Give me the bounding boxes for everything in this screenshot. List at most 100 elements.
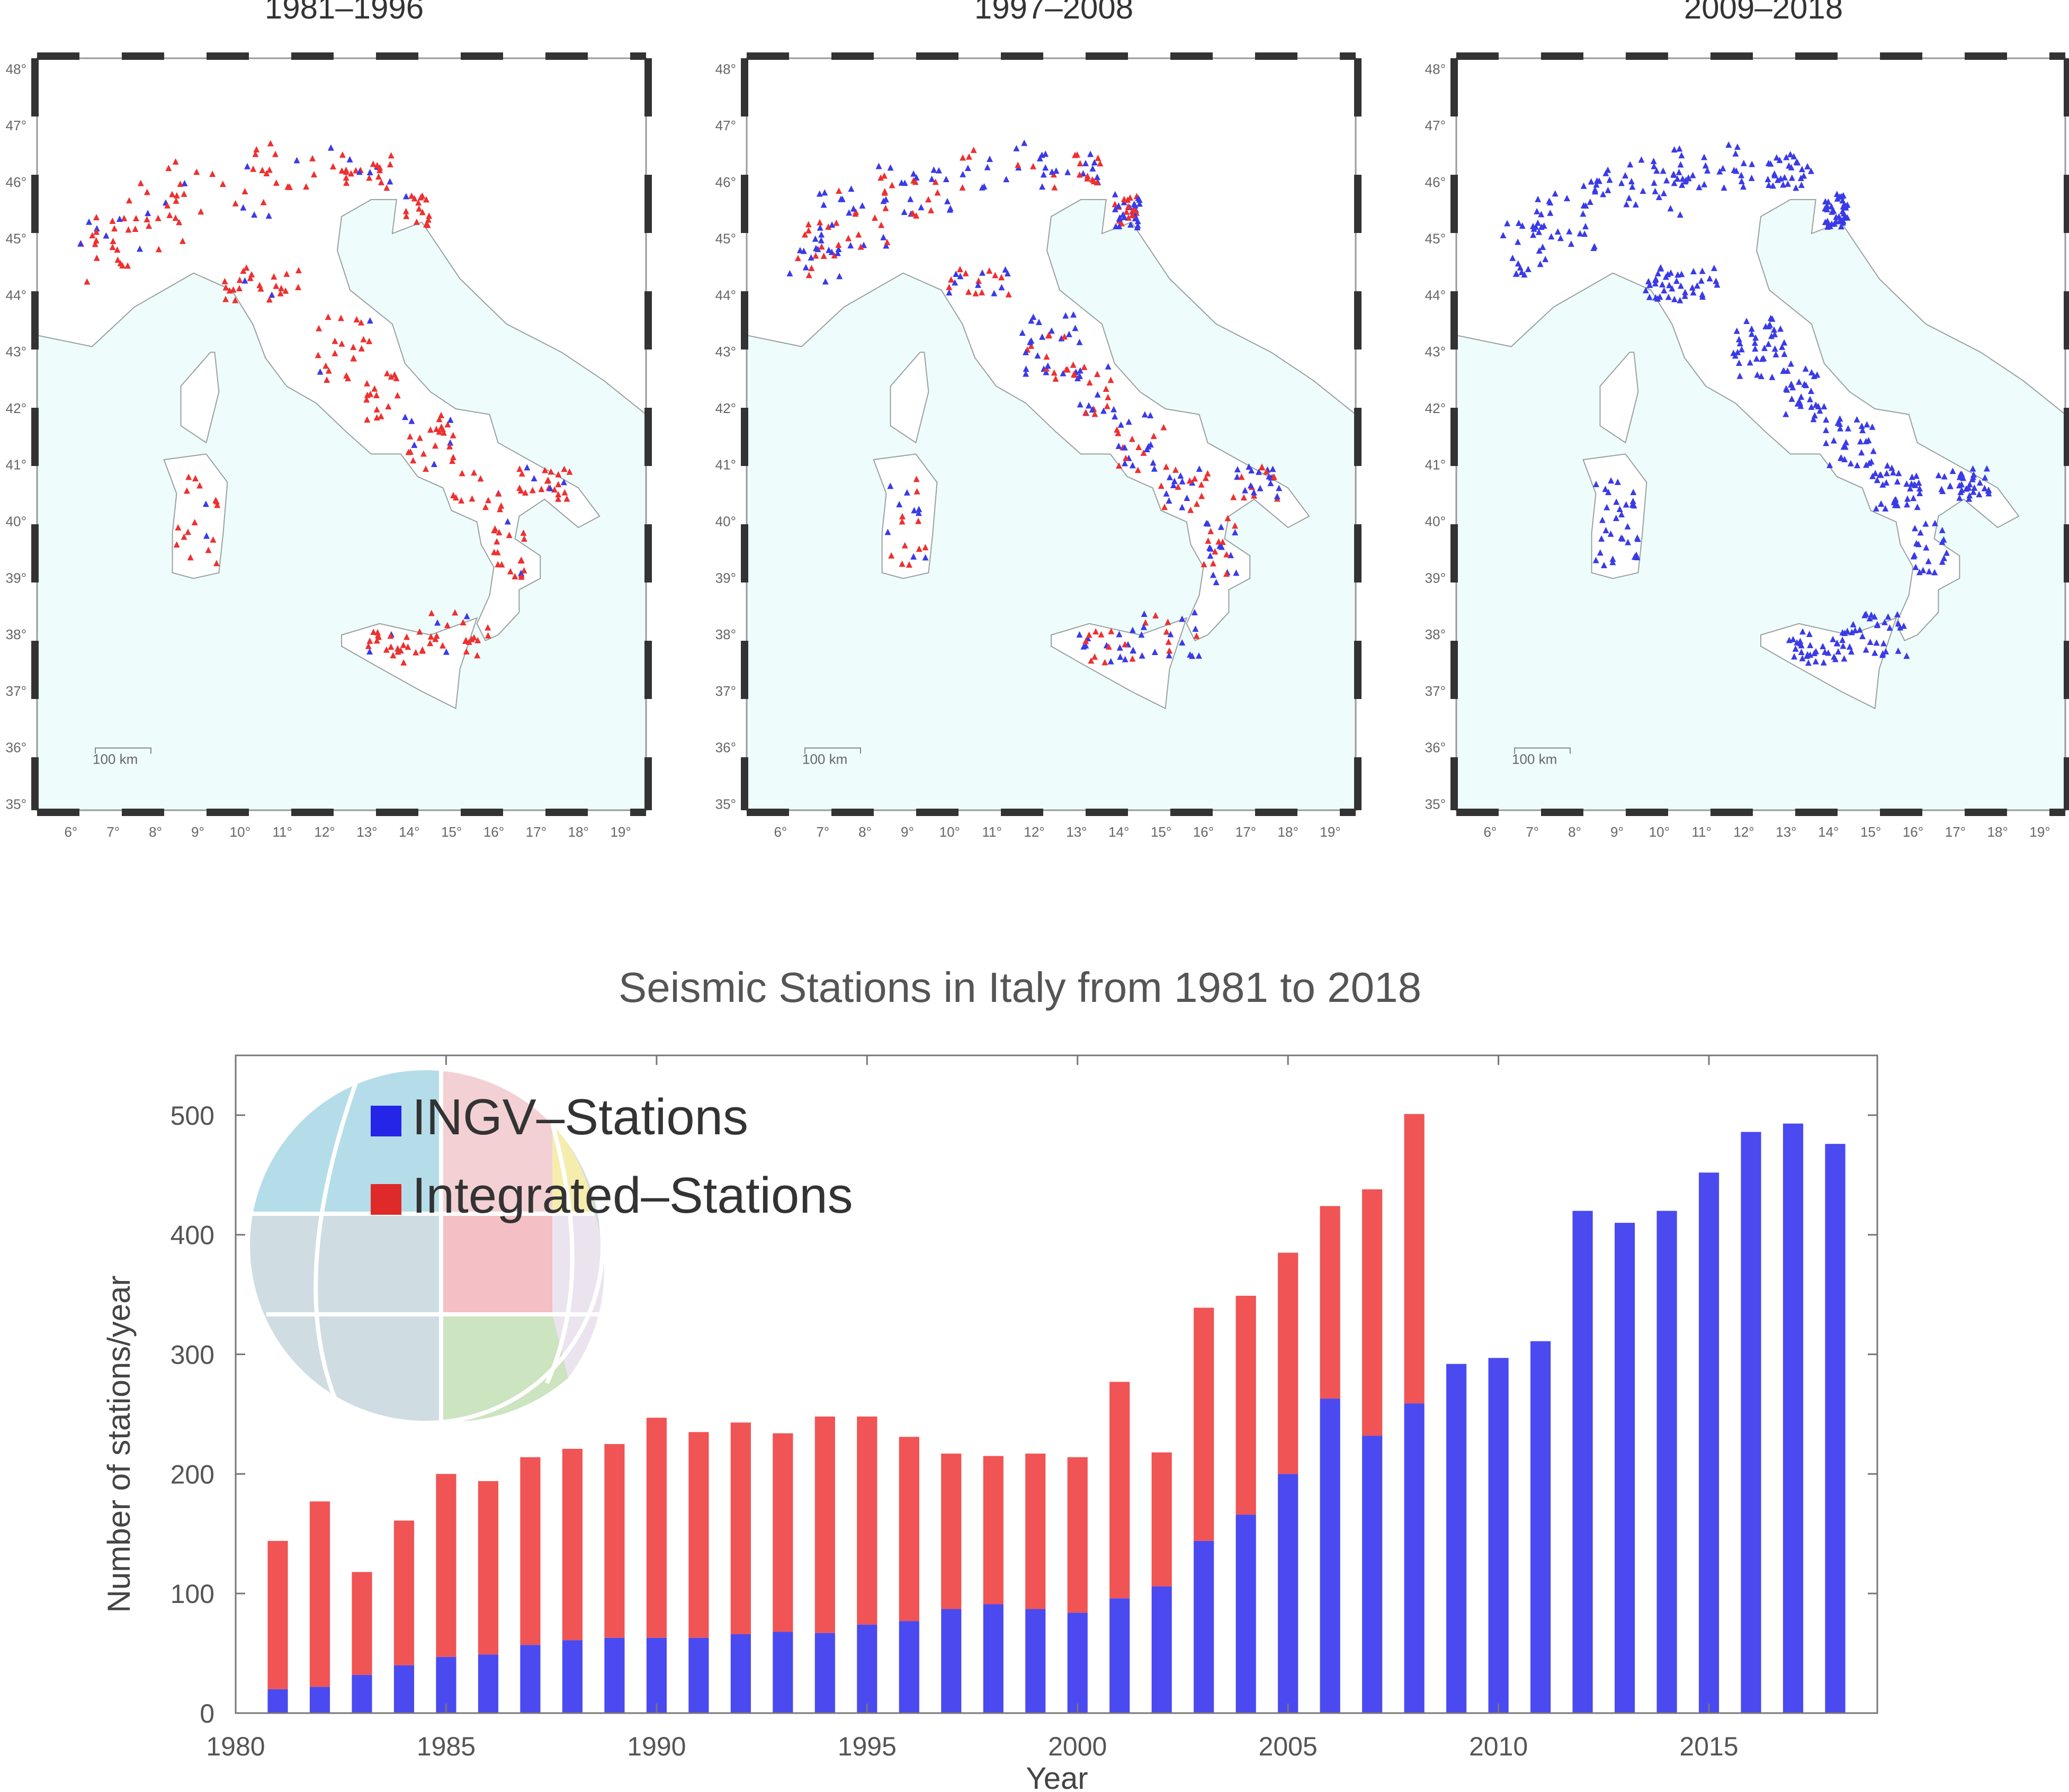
station-ingv — [1547, 209, 1554, 216]
bar-ingv — [309, 1687, 330, 1713]
bar-integrated — [309, 1501, 330, 1687]
scale-bar-line — [95, 747, 151, 754]
lon-tick-label: 15° — [441, 824, 462, 840]
station-integrated — [295, 267, 302, 274]
map-body: 48° 47° 46° 45° 44° 43° 42° 41° 40° 39° 38° 37° 36° 3… — [1425, 52, 2069, 840]
station-integrated — [518, 573, 525, 580]
station-ingv — [1116, 215, 1123, 222]
station-integrated — [347, 170, 354, 177]
bar-ingv — [520, 1645, 541, 1713]
station-ingv — [1787, 151, 1794, 158]
station-integrated — [498, 561, 505, 568]
bar-ingv — [1572, 1211, 1593, 1713]
station-ingv — [1903, 480, 1910, 487]
station-ingv — [1931, 569, 1938, 576]
station-integrated — [205, 546, 212, 553]
station-ingv — [1790, 153, 1797, 160]
station-ingv — [1840, 219, 1847, 226]
station-ingv — [1659, 281, 1666, 288]
station-ingv — [1969, 476, 1976, 482]
station-ingv — [1943, 549, 1950, 556]
station-integrated — [928, 207, 935, 213]
station-integrated — [463, 648, 470, 655]
station-integrated — [132, 214, 139, 221]
bar-ingv — [267, 1689, 288, 1713]
station-ingv — [1072, 325, 1079, 331]
station-ingv — [1105, 363, 1112, 370]
station-ingv — [1793, 184, 1799, 191]
station-integrated — [260, 199, 267, 205]
scale-bar: 100 km — [93, 747, 151, 767]
station-integrated — [371, 385, 378, 392]
station-ingv — [1129, 626, 1136, 633]
station-integrated — [1263, 468, 1270, 475]
lat-tick-label: 41° — [6, 457, 26, 473]
station-ingv — [859, 202, 866, 209]
lat-tick-label: 48° — [6, 61, 26, 77]
lon-tick-label: 9° — [1610, 824, 1624, 840]
lon-tick-label: 11° — [1691, 824, 1711, 840]
station-ingv — [1931, 519, 1938, 526]
station-integrated — [193, 168, 200, 175]
station-ingv — [1646, 293, 1653, 300]
station-integrated — [1192, 475, 1198, 482]
station-integrated — [173, 541, 180, 548]
station-ingv — [1794, 159, 1801, 166]
station-integrated — [1194, 500, 1201, 507]
station-ingv — [1134, 224, 1141, 231]
map-panel-title: 1981–1996 — [264, 0, 424, 25]
bar-integrated — [478, 1481, 498, 1655]
station-integrated — [92, 240, 98, 247]
station-integrated — [89, 232, 96, 239]
station-ingv — [411, 441, 418, 448]
station-ingv — [1910, 495, 1917, 501]
station-integrated — [452, 494, 459, 501]
station-ingv — [984, 164, 991, 171]
bar-integrated — [857, 1416, 877, 1625]
station-integrated — [184, 528, 191, 535]
station-ingv — [1939, 526, 1946, 533]
station-integrated — [250, 165, 257, 172]
station-ingv — [1053, 167, 1060, 174]
station-ingv — [836, 273, 843, 280]
station-integrated — [427, 633, 434, 640]
station-ingv — [1900, 622, 1907, 629]
station-ingv — [1233, 569, 1240, 576]
station-ingv — [1246, 463, 1252, 470]
station-ingv — [1651, 163, 1658, 169]
station-integrated — [1084, 173, 1091, 180]
station-ingv — [1580, 210, 1587, 217]
station-integrated — [1115, 429, 1122, 436]
station-ingv — [1094, 173, 1100, 180]
station-ingv — [387, 178, 393, 185]
lon-tick-label: 15° — [1151, 824, 1171, 840]
bar-ingv — [604, 1637, 625, 1713]
station-ingv — [887, 482, 894, 489]
station-ingv — [1030, 313, 1037, 320]
station-ingv — [1136, 200, 1143, 207]
station-ingv — [1751, 339, 1758, 346]
station-integrated — [400, 641, 407, 648]
station-ingv — [1966, 492, 1973, 499]
station-integrated — [1005, 291, 1012, 298]
station-integrated — [387, 161, 393, 168]
station-ingv — [1699, 291, 1706, 298]
station-integrated — [315, 352, 321, 359]
bar-integrated — [352, 1572, 372, 1675]
station-integrated — [423, 221, 430, 228]
station-integrated — [393, 374, 400, 381]
station-integrated — [449, 458, 456, 464]
station-integrated — [172, 214, 179, 221]
lat-tick-label: 43° — [1425, 344, 1446, 360]
lon-tick-label: 8° — [858, 824, 872, 840]
station-integrated — [965, 288, 972, 295]
plot-frame — [235, 1054, 1878, 1714]
station-integrated — [420, 450, 427, 457]
station-ingv — [1552, 190, 1559, 197]
bar-ingv — [1025, 1609, 1046, 1713]
station-ingv — [1609, 555, 1616, 562]
station-ingv — [1653, 167, 1660, 174]
station-ingv — [1568, 240, 1574, 247]
station-ingv — [1797, 640, 1804, 647]
station-ingv — [1853, 416, 1860, 423]
